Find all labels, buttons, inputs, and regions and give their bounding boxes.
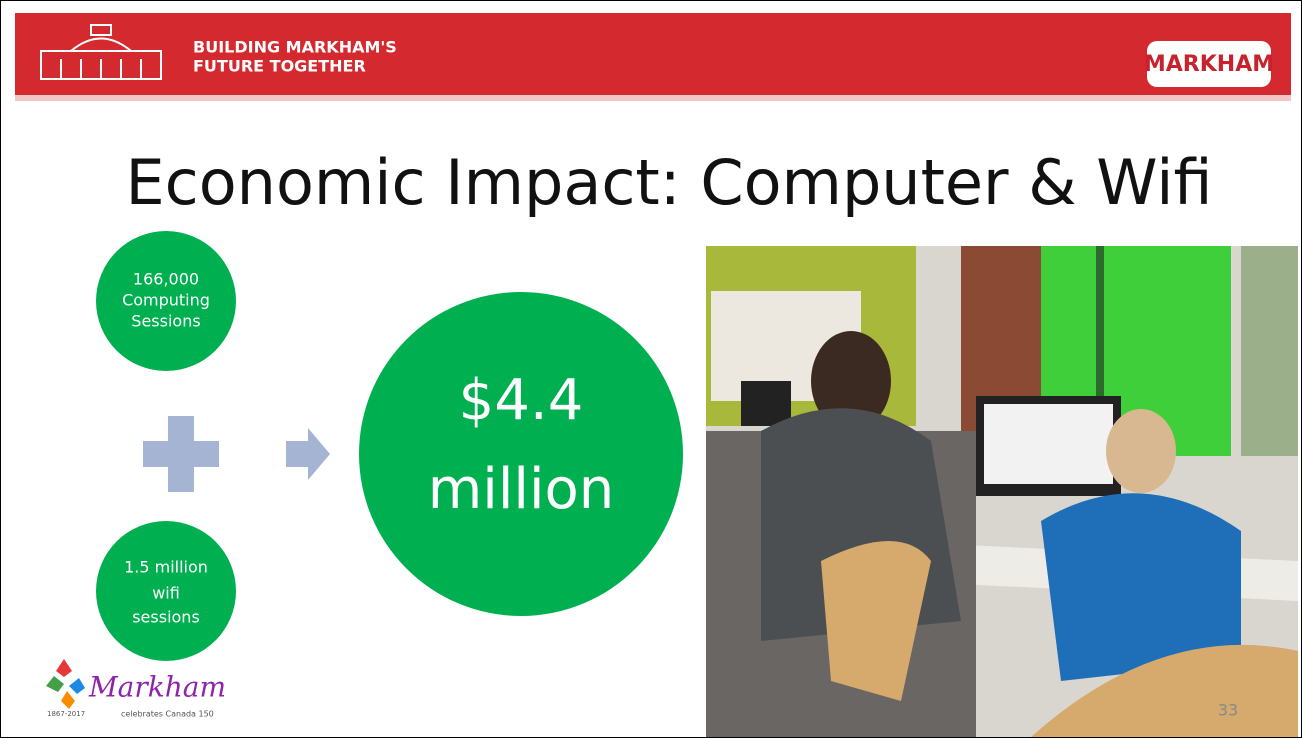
slide: BUILDING MARKHAM'S FUTURE TOGETHER MARKH… xyxy=(0,0,1302,738)
result-circle xyxy=(359,292,683,616)
slide-canvas: BUILDING MARKHAM'S FUTURE TOGETHER MARKH… xyxy=(1,1,1301,737)
circle-text: wifi xyxy=(152,584,180,603)
slide-title: Economic Impact: Computer & Wifi xyxy=(125,146,1212,219)
header-stripe xyxy=(15,95,1291,101)
plus-icon xyxy=(143,416,219,492)
maple-icon xyxy=(46,659,85,709)
circle-text: sessions xyxy=(132,608,200,627)
circle-text: Computing xyxy=(122,291,210,310)
result-text: $4.4 xyxy=(459,368,584,433)
footer-logo-tagline: celebrates Canada 150 xyxy=(121,710,214,719)
footer-logo-name: Markham xyxy=(88,671,226,704)
circle-text: Sessions xyxy=(131,312,200,331)
right-logo: MARKHAM xyxy=(1144,52,1274,77)
circle-text: 1.5 million xyxy=(124,558,208,577)
circle-text: 166,000 xyxy=(133,270,199,289)
banner-line: FUTURE TOGETHER xyxy=(193,57,366,76)
arrow-icon xyxy=(286,428,330,480)
photo xyxy=(706,246,1298,737)
banner-line: BUILDING MARKHAM'S xyxy=(193,38,397,57)
page-number: 33 xyxy=(1218,701,1238,720)
footer-logo-years: 1867-2017 xyxy=(47,710,85,718)
result-text: million xyxy=(428,457,615,522)
